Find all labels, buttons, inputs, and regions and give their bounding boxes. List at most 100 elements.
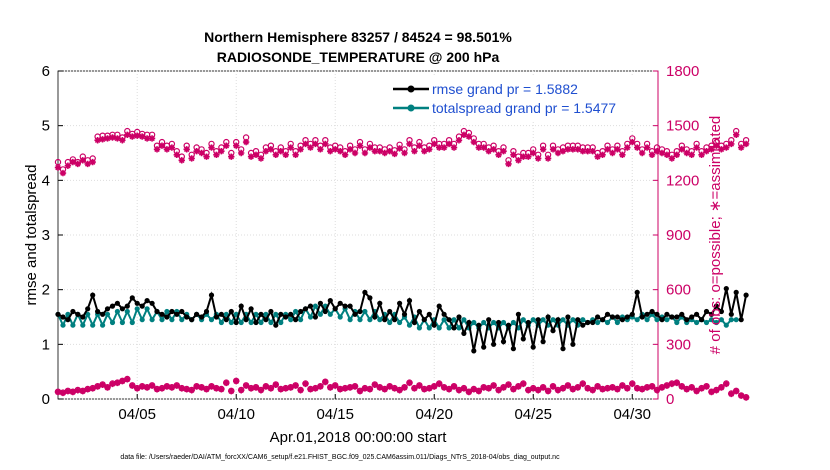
assimilated-obs-low-marker bbox=[104, 384, 111, 391]
totalspread-point bbox=[317, 311, 323, 317]
rmse-point bbox=[456, 314, 462, 320]
assimilated-obs-marker bbox=[198, 149, 205, 157]
assimilated-obs-marker bbox=[510, 151, 517, 159]
rmse-point bbox=[144, 298, 150, 304]
assimilated-obs-marker bbox=[718, 146, 725, 153]
rmse-point bbox=[416, 308, 422, 315]
assimilated-obs-marker bbox=[431, 140, 438, 148]
assimilated-obs-marker bbox=[643, 144, 651, 151]
rmse-point bbox=[555, 317, 561, 323]
totalspread-point bbox=[90, 322, 96, 328]
assimilated-obs-marker bbox=[257, 155, 265, 162]
assimilated-obs-marker bbox=[455, 137, 463, 144]
assimilated-obs-low-marker bbox=[406, 379, 413, 387]
assimilated-obs-low-marker bbox=[683, 386, 690, 393]
assimilated-obs-marker bbox=[277, 147, 284, 155]
assimilated-obs-marker bbox=[703, 147, 710, 155]
assimilated-obs-marker bbox=[104, 135, 111, 142]
assimilated-obs-low-marker bbox=[252, 384, 260, 391]
assimilated-obs-low-marker bbox=[569, 386, 577, 393]
rmse-point bbox=[293, 317, 299, 323]
legend-spread-label: totalspread grand pr = 1.5477 bbox=[432, 100, 616, 116]
assimilated-obs-low-marker bbox=[525, 387, 532, 394]
assimilated-obs-marker bbox=[233, 142, 240, 149]
assimilated-obs-marker bbox=[153, 146, 161, 153]
rmse-point bbox=[100, 311, 106, 317]
assimilated-obs-marker bbox=[624, 144, 631, 151]
assimilated-obs-low-marker bbox=[193, 383, 200, 390]
rmse-point bbox=[471, 348, 477, 354]
rmse-point bbox=[728, 311, 734, 317]
assimilated-obs-marker bbox=[193, 147, 200, 155]
assimilated-obs-low-marker bbox=[346, 384, 354, 391]
rmse-point bbox=[649, 308, 655, 315]
rmse-point bbox=[718, 308, 725, 315]
x-tick-label: 04/20 bbox=[415, 406, 453, 423]
assimilated-obs-low-marker bbox=[445, 386, 453, 393]
rmse-point bbox=[560, 346, 566, 352]
totalspread-point bbox=[510, 319, 516, 326]
rmse-point bbox=[322, 308, 328, 315]
assimilated-obs-marker bbox=[619, 151, 626, 159]
assimilated-obs-low-marker bbox=[599, 386, 606, 393]
assimilated-obs-low-marker bbox=[470, 386, 478, 393]
rmse-point bbox=[461, 330, 467, 336]
assimilated-obs-marker bbox=[336, 147, 344, 155]
totalspread-point bbox=[733, 317, 739, 323]
rmse-point bbox=[466, 319, 472, 326]
assimilated-obs-marker bbox=[475, 144, 482, 151]
assimilated-obs-marker bbox=[247, 153, 255, 160]
assimilated-obs-marker bbox=[287, 144, 294, 151]
assimilated-obs-low-marker bbox=[698, 385, 705, 392]
totalspread-point bbox=[713, 319, 720, 326]
assimilated-obs-marker bbox=[445, 140, 453, 148]
data-series bbox=[54, 127, 750, 401]
rmse-point bbox=[164, 314, 170, 320]
assimilated-obs-marker bbox=[653, 147, 661, 155]
rmse-point bbox=[500, 339, 507, 345]
rmse-point bbox=[228, 308, 234, 315]
y-right-tick-label: 0 bbox=[666, 391, 674, 408]
assimilated-obs-marker bbox=[589, 147, 596, 155]
rmse-point bbox=[208, 292, 215, 298]
totalspread-point bbox=[312, 303, 318, 309]
assimilated-obs-low-marker bbox=[416, 382, 423, 389]
assimilated-obs-marker bbox=[138, 133, 146, 140]
assimilated-obs-low-marker bbox=[129, 382, 136, 389]
rmse-point bbox=[535, 317, 541, 323]
totalspread-point bbox=[223, 311, 229, 317]
assimilated-obs-low-marker bbox=[510, 386, 517, 393]
assimilated-obs-low-marker bbox=[203, 386, 210, 393]
assimilated-obs-marker bbox=[143, 135, 151, 142]
totalspread-point bbox=[708, 317, 715, 323]
assimilated-obs-low-marker bbox=[307, 386, 314, 393]
assimilated-obs-low-marker bbox=[574, 384, 582, 391]
rmse-point bbox=[595, 314, 601, 320]
assimilated-obs-low-marker bbox=[351, 383, 359, 390]
assimilated-obs-low-marker bbox=[718, 384, 725, 391]
assimilated-obs-low-marker bbox=[629, 380, 636, 388]
assimilated-obs-marker bbox=[79, 157, 86, 164]
assimilated-obs-marker bbox=[460, 131, 468, 138]
assimilated-obs-low-marker bbox=[69, 388, 77, 396]
assimilated-obs-marker bbox=[569, 146, 577, 153]
assimilated-obs-marker bbox=[396, 145, 403, 152]
assimilated-obs-low-marker bbox=[520, 380, 527, 388]
assimilated-obs-marker bbox=[252, 151, 260, 159]
totalspread-point bbox=[70, 322, 76, 328]
assimilated-obs-low-marker bbox=[648, 383, 656, 390]
assimilated-obs-low-marker bbox=[480, 384, 487, 391]
axis-ticks: 04/05 04/10 04/15 04/20 04/25 04/30 0 1 2 3 4 5 6 0 30… bbox=[42, 63, 700, 423]
assimilated-obs-marker bbox=[178, 157, 185, 164]
y-right-tick-label: 300 bbox=[666, 336, 691, 353]
rmse-point bbox=[268, 308, 274, 315]
rmse-point bbox=[139, 303, 145, 309]
y-left-tick-label: 4 bbox=[42, 172, 50, 189]
legend-rmse-marker bbox=[407, 85, 415, 93]
assimilated-obs-low-marker bbox=[614, 386, 621, 393]
y-right-tick-label: 900 bbox=[666, 227, 691, 244]
assimilated-obs-low-marker bbox=[435, 380, 443, 388]
rmse-point bbox=[451, 325, 457, 331]
assimilated-obs-marker bbox=[173, 151, 181, 159]
rmse-point bbox=[570, 341, 576, 347]
